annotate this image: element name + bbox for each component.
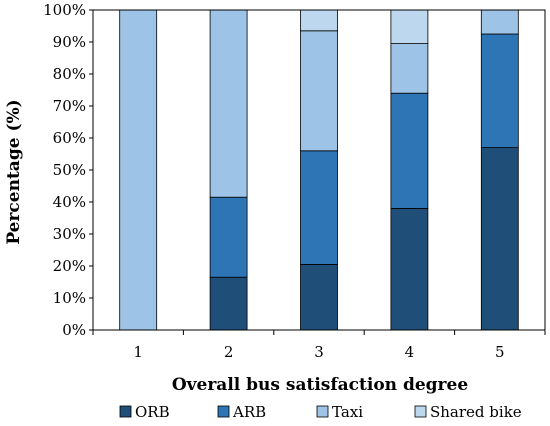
y-tick-label: 100% bbox=[43, 1, 86, 19]
bar-segment-taxi-2 bbox=[209, 9, 248, 198]
bar-segment-taxi-4 bbox=[390, 43, 429, 94]
legend-swatch-arb bbox=[217, 405, 230, 418]
x-axis-title: Overall bus satisfaction degree bbox=[172, 375, 468, 395]
y-tick-label: 10% bbox=[53, 289, 86, 307]
bar-segment-orb-3 bbox=[300, 263, 338, 331]
x-tick-label: 2 bbox=[224, 343, 234, 361]
legend-swatch-shared-bike bbox=[414, 405, 427, 418]
bar-segment-orb-4 bbox=[390, 207, 429, 331]
x-tick-label: 3 bbox=[314, 343, 324, 361]
x-tick-label: 1 bbox=[133, 343, 143, 361]
y-tick-label: 70% bbox=[53, 97, 86, 115]
y-tick-label: 80% bbox=[53, 65, 86, 83]
bar-segment-arb-2 bbox=[209, 196, 248, 278]
y-tick-label: 20% bbox=[53, 257, 86, 275]
y-tick-label: 30% bbox=[53, 225, 86, 243]
axes-layer bbox=[89, 9, 546, 335]
bar-segment-orb-2 bbox=[209, 276, 248, 331]
bar-segment-orb-5 bbox=[480, 147, 519, 331]
y-axis-title: Percentage (%) bbox=[4, 99, 24, 244]
bar-segment-taxi-1 bbox=[119, 9, 158, 331]
legend-swatch-taxi bbox=[316, 405, 329, 418]
y-tick-label: 50% bbox=[53, 161, 86, 179]
bar-segment-arb-3 bbox=[300, 150, 338, 265]
bar-segment-arb-4 bbox=[390, 92, 429, 209]
bar-segment-taxi-5 bbox=[480, 9, 519, 35]
y-tick-label: 60% bbox=[53, 129, 86, 147]
x-tick-label: 5 bbox=[495, 343, 505, 361]
tick-labels: 0% 10% 20% 30% 40% 50% 60% 70% 80% 90% 100% 1 2 3 4 5 bbox=[43, 1, 504, 361]
bars-layer bbox=[119, 9, 519, 331]
y-tick-label: 90% bbox=[53, 33, 86, 51]
bar-segment-shared-bike-4 bbox=[390, 9, 429, 44]
legend: ORB ARB Taxi Shared bike bbox=[119, 403, 522, 421]
bar-segment-arb-5 bbox=[480, 33, 519, 148]
x-tick-label: 4 bbox=[405, 343, 415, 361]
bar-segment-shared-bike-3 bbox=[300, 9, 338, 32]
y-tick-label: 0% bbox=[62, 321, 86, 339]
y-tick-label: 40% bbox=[53, 193, 86, 211]
legend-label-orb: ORB bbox=[135, 403, 170, 421]
legend-label-arb: ARB bbox=[232, 403, 266, 421]
legend-swatch-orb bbox=[119, 405, 132, 418]
legend-label-shared-bike: Shared bike bbox=[430, 403, 522, 421]
legend-label-taxi: Taxi bbox=[332, 403, 363, 421]
bar-segment-taxi-3 bbox=[300, 30, 338, 152]
